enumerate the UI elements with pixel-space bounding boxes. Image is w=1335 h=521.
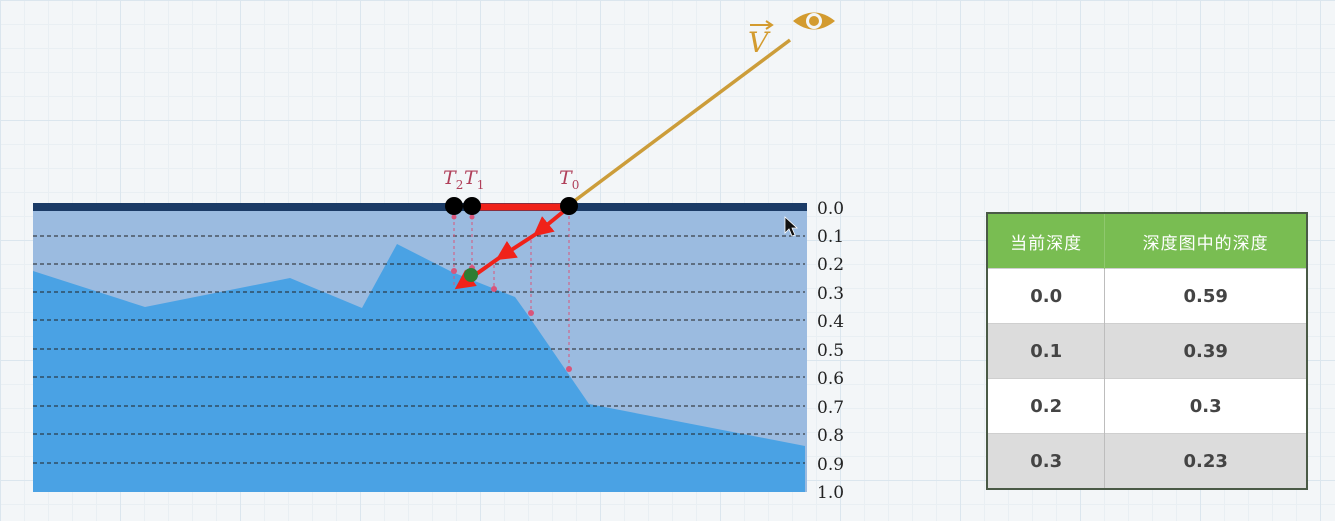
projection-guides: [453, 210, 570, 369]
depth-label-7: 0.7: [817, 398, 844, 418]
point-t1: [463, 197, 481, 215]
cell-current-depth: 0.3: [987, 433, 1106, 489]
depth-label-5: 0.5: [817, 341, 844, 361]
intersection-point: [464, 268, 478, 282]
depth-label-6: 0.6: [817, 369, 844, 389]
depth-label-3: 0.3: [817, 284, 844, 304]
view-vector-ray: [567, 38, 792, 207]
table-row: 0.0 0.59: [987, 268, 1307, 324]
depth-label-10: 1.0: [817, 483, 844, 503]
cell-current-depth: 0.2: [987, 378, 1106, 434]
cursor-icon: [784, 216, 799, 237]
label-t2: T2: [443, 167, 463, 192]
eye-icon: [793, 12, 835, 30]
cell-map-depth: 0.23: [1104, 433, 1307, 489]
surface-line: [33, 203, 807, 211]
vector-arrow-overline-head: [765, 20, 774, 30]
depth-label-0: 0.0: [817, 199, 844, 219]
point-t0: [560, 197, 578, 215]
depth-label-8: 0.8: [817, 426, 844, 446]
height-field: [33, 244, 805, 492]
view-vector-label: V: [748, 26, 771, 59]
cell-map-depth: 0.39: [1104, 323, 1307, 379]
table-row: 0.1 0.39: [987, 323, 1307, 379]
table-row: 0.2 0.3: [987, 378, 1307, 434]
depth-axis-labels: 0.0 0.1 0.2 0.3 0.4 0.5 0.6 0.7 0.8 0.9 …: [817, 199, 844, 503]
cell-current-depth: 0.1: [987, 323, 1106, 379]
depth-label-4: 0.4: [817, 312, 844, 332]
depth-layer-lines: [33, 235, 805, 464]
depth-label-1: 0.1: [817, 227, 844, 247]
label-t1: T1: [464, 167, 484, 192]
depth-label-2: 0.2: [817, 255, 844, 275]
depth-table: 当前深度 深度图中的深度 0.0 0.59 0.1 0.39 0.2 0.3 0…: [986, 212, 1308, 490]
table-header-row: 当前深度 深度图中的深度: [987, 213, 1307, 269]
cell-map-depth: 0.59: [1104, 268, 1307, 324]
header-current-depth: 当前深度: [987, 213, 1106, 269]
label-t0: T0: [559, 167, 579, 192]
cell-map-depth: 0.3: [1104, 378, 1307, 434]
header-map-depth: 深度图中的深度: [1104, 213, 1307, 269]
depth-label-9: 0.9: [817, 455, 844, 475]
table-row: 0.3 0.23: [987, 433, 1307, 489]
cell-current-depth: 0.0: [987, 268, 1106, 324]
point-t2: [445, 197, 463, 215]
